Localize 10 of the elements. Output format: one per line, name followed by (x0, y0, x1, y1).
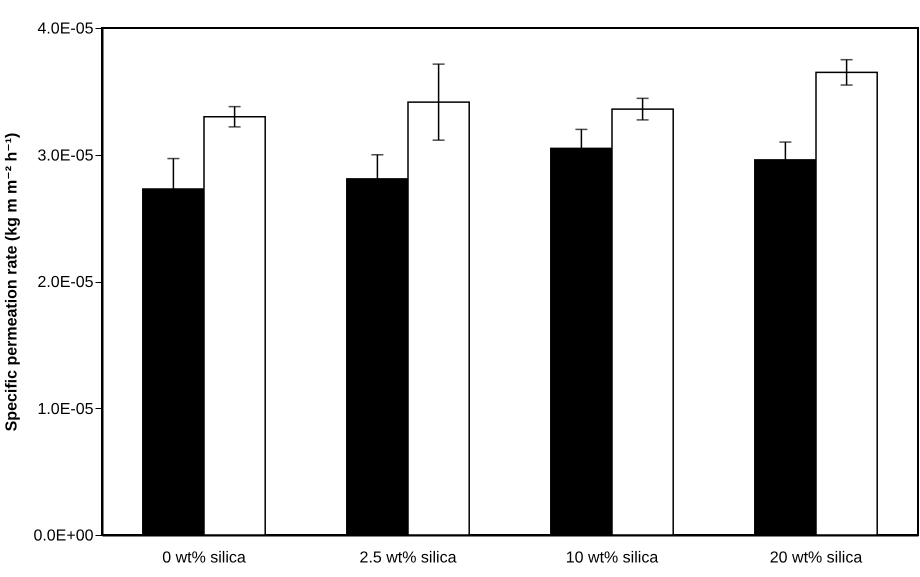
y-tick-label: 1.0E-05 (37, 400, 94, 418)
y-axis-title: Specific permeation rate (kg m m⁻² h⁻¹) (3, 132, 20, 432)
x-tick-label: 20 wt% silica (770, 550, 862, 566)
y-tick-label: 3.0E-05 (37, 147, 94, 164)
x-tick-label: 0 wt% silica (162, 550, 246, 566)
y-tick-label: 0.0E+00 (33, 528, 94, 544)
x-tick-label: 10 wt% silica (566, 550, 658, 566)
x-tick-label: 2.5 wt% silica (360, 550, 457, 566)
y-tick-label: 4.0E-05 (37, 20, 94, 38)
y-tick-label: 2.0E-05 (37, 274, 94, 291)
